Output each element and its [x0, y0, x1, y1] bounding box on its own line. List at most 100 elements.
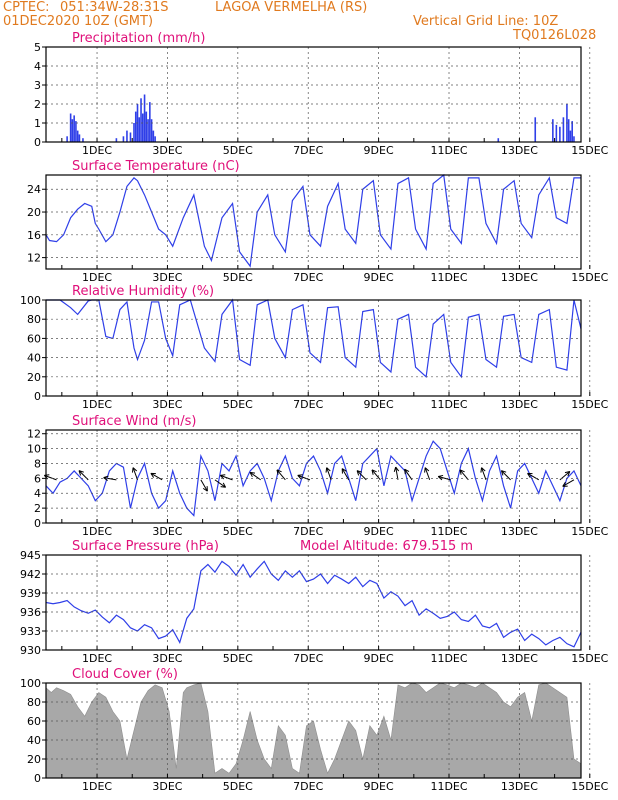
panel-title: Surface Temperature (nC): [72, 159, 240, 174]
precip-bar: [534, 117, 537, 142]
y-tick-label: 6: [34, 472, 41, 485]
wind-arrow-head: [501, 470, 507, 473]
wind-arrow-head: [404, 469, 406, 475]
x-tick-label: 3DEC: [152, 398, 182, 411]
wind-arrow-head: [150, 473, 155, 478]
wind-arrow-head: [564, 471, 570, 474]
wind-arrow: [501, 470, 511, 481]
wind-arrow-head: [220, 486, 226, 488]
wind-arrow: [220, 474, 233, 481]
precip-bar: [569, 130, 572, 142]
precip-bar: [82, 138, 84, 142]
wind-arrow-head: [297, 475, 302, 480]
x-tick-label: 13DEC: [501, 652, 538, 665]
x-tick-label: 9DEC: [364, 525, 394, 538]
x-tick-label: 5DEC: [223, 525, 253, 538]
wind-arrow: [356, 470, 367, 481]
wind-arrow-head: [371, 469, 377, 473]
x-tick-label: 13DEC: [501, 144, 538, 157]
wind-arrow-head: [527, 473, 531, 478]
cloud-cover-area: [45, 682, 582, 779]
grid-note-label: Vertical Grid Line: 10Z: [413, 14, 559, 29]
panel-4: 930 933 936 939 942 945 1DEC 3DEC 5DEC 7DEC 9DEC 11…: [20, 539, 609, 665]
y-tick-label: 0: [34, 517, 41, 530]
wind-arrow-head: [404, 468, 410, 472]
x-tick-label: 11DEC: [430, 780, 467, 793]
series-line: [45, 560, 582, 648]
wind-arrow: [395, 466, 399, 480]
wind-arrow-head: [326, 467, 331, 472]
precip-bar: [69, 113, 72, 142]
x-tick-label: 15DEC: [571, 780, 608, 793]
x-tick-label: 3DEC: [152, 652, 182, 665]
wind-arrow: [371, 469, 381, 481]
x-tick-label: 3DEC: [152, 144, 182, 157]
wind-arrow: [424, 467, 431, 481]
source-label: CPTEC:: [3, 0, 50, 15]
x-tick-label: 15DEC: [571, 652, 608, 665]
wind-arrow-head: [438, 474, 444, 477]
panel-title: Surface Pressure (hPa): [72, 539, 219, 554]
wind-arrow-head: [276, 469, 282, 473]
x-tick-label: 7DEC: [293, 398, 323, 411]
plot-frame: [45, 429, 582, 524]
y-tick-label: 4: [34, 60, 41, 73]
panel-0: 0 1 2 3 4 5 1DEC 3DEC 5DEC 7DEC 9DEC 11DEC 13DEC 15DE…: [34, 31, 609, 157]
precip-bar: [76, 130, 79, 142]
x-tick-label: 15DEC: [571, 271, 608, 284]
precip-bar: [567, 119, 570, 142]
panel-2: 0 20 40 60 80 100 1DEC 3DEC 5DEC 7DEC 9DEC 11DEC 13D…: [20, 284, 609, 411]
series-line: [45, 440, 582, 517]
precip-bar: [75, 121, 77, 142]
x-tick-label: 7DEC: [293, 780, 323, 793]
wind-arrow-head: [222, 482, 227, 488]
precip-bar: [154, 136, 156, 142]
precip-bar: [141, 113, 144, 142]
precip-bar: [78, 134, 81, 142]
precip-bar: [122, 136, 125, 142]
wind-arrow-head: [424, 467, 430, 472]
x-tick-label: 11DEC: [430, 144, 467, 157]
y-tick-label: 12: [27, 428, 41, 441]
precip-bar: [134, 111, 137, 142]
x-tick-label: 5DEC: [223, 271, 253, 284]
precip-bar: [66, 136, 68, 142]
x-tick-label: 1DEC: [82, 144, 112, 157]
plot-frame: [45, 682, 582, 779]
wind-arrow: [326, 467, 332, 481]
wind-arrow: [404, 468, 413, 481]
wind-arrow-head: [480, 467, 483, 473]
x-tick-label: 7DEC: [293, 271, 323, 284]
wind-arrow: [297, 474, 311, 481]
y-tick-label: 5: [34, 41, 41, 54]
precip-bar: [140, 98, 142, 142]
y-tick-label: 4: [34, 487, 41, 500]
y-tick-label: 20: [27, 371, 41, 384]
precip-bar: [559, 126, 561, 142]
precip-bar: [145, 111, 148, 142]
y-tick-label: 0: [34, 136, 41, 149]
y-tick-label: 8: [34, 457, 41, 470]
x-tick-label: 5DEC: [223, 398, 253, 411]
x-tick-label: 11DEC: [430, 525, 467, 538]
precip-bar: [552, 119, 554, 142]
wind-arrow-head: [562, 481, 566, 487]
wind-arrow-head: [219, 475, 225, 480]
y-tick-label: 80: [27, 313, 41, 326]
model-label: TQ0126L028: [513, 28, 597, 43]
y-tick-label: 80: [27, 696, 41, 709]
panel-title: Precipitation (mm/h): [72, 31, 205, 46]
x-tick-label: 9DEC: [364, 398, 394, 411]
wind-arrow-head: [202, 487, 208, 492]
wind-arrow-head: [356, 470, 363, 473]
wind-arrow-head: [276, 469, 279, 475]
wind-arrow-head: [103, 475, 109, 479]
wind-arrow-head: [356, 470, 360, 476]
precip-bar: [497, 138, 500, 142]
precip-bar: [143, 94, 146, 142]
precip-bar: [571, 121, 574, 142]
y-tick-label: 939: [20, 587, 41, 600]
y-tick-label: 1: [34, 117, 41, 130]
x-tick-label: 5DEC: [223, 652, 253, 665]
